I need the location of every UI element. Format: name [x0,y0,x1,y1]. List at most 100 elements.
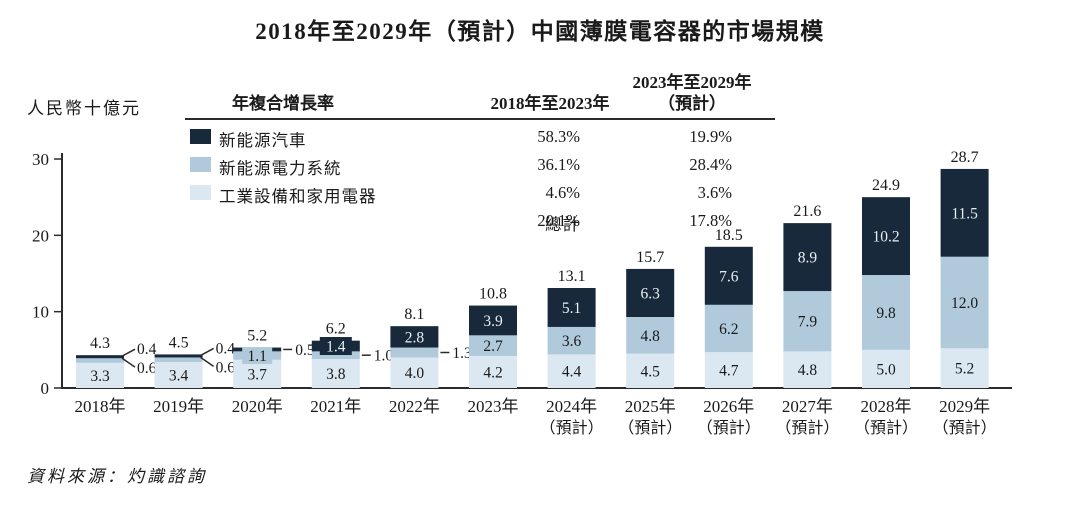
y-tick-label: 0 [41,379,50,398]
segment-label-ev: 0.5 [295,342,315,359]
bar-segment-power [154,357,203,363]
total-label: 28.7 [951,149,979,166]
x-tick-label: 2020年 [232,397,283,416]
stacked-bar-chart: 0 10 20 30 4.3 3.3 0.4 0.6 2018年 4.5 3.4 0.4 0.6 2019… [32,149,1012,437]
x-tick-label: 2024年 [546,397,597,416]
bar-segment-power [704,304,753,353]
x-tick-sublabel: （預計） [933,419,997,437]
bar-segment-power [626,317,675,354]
segment-label-industrial: 5.0 [876,361,896,378]
x-tick-label: 2021年 [310,397,361,416]
bar-segment-industrial [390,357,439,388]
legend-row-total: 總計 20.1% 17.8% [190,211,750,234]
segment-label-power: 9.8 [876,305,896,322]
bar-segment-power [469,335,517,356]
bar-segment-power [862,275,910,350]
segment-label-ev: 8.9 [798,250,818,267]
cagr-header-2018-2023: 2018年至2023年 [490,94,610,113]
segment-label-industrial: 4.2 [483,364,502,381]
bar-segment-industrial [940,348,989,388]
x-tick-label: 2027年 [782,397,833,416]
legend-row-industrial: 工業設備和家用電器 4.6% 3.6% [190,183,750,206]
callout-line [200,347,214,357]
total-label: 24.9 [872,177,900,194]
cagr-header-2023-2029: 2023年至2029年 （預計） [632,73,752,113]
segment-label-badge [398,327,431,346]
legend-label-total: 總計 [545,215,580,234]
total-label: 13.1 [558,268,586,285]
bar-segment-industrial [547,354,596,388]
cagr-value: 19.9% [689,127,732,146]
bar-segment-power [547,326,596,355]
segment-label-badge [319,337,352,356]
segment-label-power: 1.1 [248,348,267,365]
segment-label-ev: 7.6 [719,268,739,285]
cagr-value: 28.4% [689,155,732,174]
total-label: 21.6 [793,203,821,220]
segment-label-power: 0.6 [137,360,157,377]
x-tick-sublabel: （預計） [775,419,839,437]
legend-label: 新能源電力系統 [219,159,342,178]
callout-line [121,357,136,368]
total-label: 15.7 [636,249,664,266]
legend-swatch-ev [190,129,211,144]
segment-label-industrial: 4.0 [405,365,425,382]
x-tick-label: 2025年 [625,397,676,416]
bar-segment-ev [469,305,517,336]
segment-label-power: 1.0 [374,348,394,365]
x-tick-label: 2026年 [703,397,754,416]
segment-label-power: 2.7 [483,338,503,355]
bar-segment-ev [862,197,910,276]
cagr-value: 4.6% [545,183,580,202]
x-tick-label: 2022年 [389,397,440,416]
total-label: 6.2 [326,321,346,338]
total-label: 5.2 [247,328,267,345]
bar-segment-ev [626,268,675,318]
segment-label-industrial: 4.8 [798,362,818,379]
x-tick-label: 2029年 [939,397,990,416]
segment-label-industrial: 4.4 [562,364,582,381]
bar-segment-ev [704,246,753,305]
segment-label-ev: 5.1 [562,300,581,317]
cagr-value: 36.1% [537,155,580,174]
segment-label-badge [242,347,273,365]
segment-label-ev: 10.2 [872,229,899,246]
callout-line [121,348,136,357]
x-tick-label: 2028年 [861,397,912,416]
segment-label-ev: 6.3 [641,285,661,302]
x-tick-sublabel: （預計） [697,419,761,437]
segment-label-power: 3.6 [562,333,582,350]
bar-segment-industrial [469,355,517,388]
x-tick-label: 2019年 [153,397,204,416]
segment-label-ev: 3.9 [483,313,503,330]
chart-title: 2018年至2029年（預計）中國薄膜電容器的市場規模 [255,19,825,44]
callout-line [200,356,215,368]
y-tick-label: 20 [32,226,49,245]
total-label: 4.3 [90,335,110,352]
bar-segment-ev [154,354,203,358]
bar-segment-industrial [311,358,360,388]
bar-segment-power [783,291,832,352]
segment-label-ev: 11.5 [951,205,978,222]
legend-swatch-industrial [190,185,211,200]
bar-segment-ev [940,168,989,257]
segment-label-industrial: 3.7 [248,366,268,383]
segment-label-ev: 0.4 [137,341,157,358]
segment-label-industrial: 4.5 [641,363,661,380]
segment-label-industrial: 3.8 [326,366,346,383]
cagr-value: 20.1% [537,211,580,230]
total-label: 18.5 [715,227,743,244]
segment-label-industrial: 4.7 [719,363,739,380]
bar-segment-ev [547,288,596,327]
segment-label-power: 7.9 [798,314,818,331]
bar-segment-industrial [76,362,124,388]
segment-label-power: 4.8 [641,328,661,345]
table-header-rule [185,118,775,120]
total-label: 4.5 [169,334,189,351]
x-tick-label: 2023年 [468,397,519,416]
y-tick-label: 10 [32,303,49,322]
bar-segment-industrial [862,349,910,388]
bar-segment-power [940,256,989,349]
bar-segment-power [311,351,360,359]
